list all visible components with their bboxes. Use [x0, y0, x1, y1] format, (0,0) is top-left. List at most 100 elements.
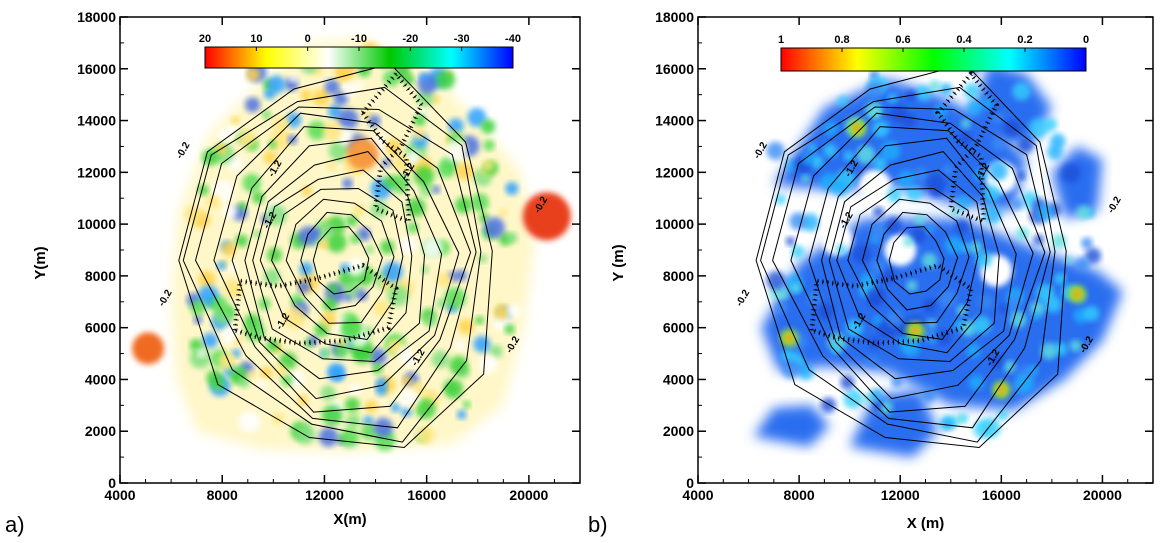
field-speckle: [197, 184, 209, 196]
field-speckle: [1028, 118, 1049, 138]
field-speckle: [365, 245, 375, 254]
field-speckle: [766, 141, 785, 160]
x-tick-label: 4000: [682, 487, 713, 503]
hotspot: [522, 192, 571, 241]
chart-svg: -0.2-1.2-1.2-1.2-1.2-0.2-1.2-0.2-0.220 10…: [5, 9, 581, 537]
field-speckle: [966, 343, 981, 358]
contour-line: [312, 226, 370, 295]
field-speckle: [921, 252, 938, 269]
colorbar-tick-label: 0: [1083, 34, 1089, 46]
field-speckle: [252, 191, 265, 204]
field-speckle: [926, 173, 946, 193]
x-tick-label: 20000: [509, 487, 548, 503]
colorbar-tick-label: 0.4: [956, 34, 972, 46]
y-tick-label: 6000: [85, 320, 116, 336]
x-tick-label: 8000: [784, 487, 815, 503]
field-speckle: [420, 265, 429, 274]
field-speckle: [238, 201, 247, 211]
colorbar-tick-label: 0.8: [834, 34, 849, 46]
field-speckle: [274, 364, 287, 377]
field-speckle: [872, 400, 882, 410]
field-speckle: [339, 428, 360, 448]
field-speckle: [217, 128, 231, 142]
depression-boundary: [361, 72, 423, 223]
contour-line: [194, 106, 477, 429]
field-speckle: [184, 205, 202, 223]
field-speckle: [843, 389, 863, 409]
field-speckle: [401, 375, 413, 387]
field-speckle: [314, 322, 329, 338]
field-speckle: [257, 379, 268, 389]
field-speckle: [340, 320, 362, 341]
field-speckle: [891, 376, 903, 388]
field-speckle: [318, 239, 329, 250]
field-speckle: [802, 153, 815, 166]
field-speckle: [416, 89, 434, 107]
field-speckle: [969, 375, 985, 391]
field-speckle: [498, 208, 508, 217]
y-tick-label: 10000: [77, 216, 116, 232]
field-speckle: [385, 139, 402, 156]
field-speckle: [483, 217, 505, 239]
field-speckle: [473, 335, 491, 353]
field-speckle: [456, 409, 467, 420]
y-tick-label: 12000: [655, 164, 694, 180]
field-speckle: [808, 144, 817, 153]
field-speckle: [936, 330, 953, 346]
heatmap-field: -0.2-1.2-1.2-1.2-1.2-0.2-1.2-0.2-0.2: [132, 37, 571, 452]
hotspot-core: [997, 385, 1006, 394]
y-tick-label: 16000: [655, 61, 694, 77]
field-speckle: [807, 291, 822, 306]
field-speckle: [1064, 256, 1073, 265]
contour-line: [888, 226, 945, 295]
contour-line: [790, 112, 1046, 413]
contour-line: [178, 63, 493, 449]
contour-line: [861, 198, 970, 324]
field-speckle: [868, 294, 880, 306]
field-speckle: [960, 118, 971, 129]
field-speckle: [364, 400, 378, 413]
field-speckle: [906, 280, 918, 292]
field-speckle: [898, 170, 915, 187]
field-speckle: [955, 219, 970, 234]
x-tick-label: 4000: [104, 487, 135, 503]
field-speckle: [840, 375, 855, 390]
colorbar-tick-label: -20: [402, 33, 418, 45]
field-speckle: [975, 251, 993, 268]
contour-line: [213, 112, 472, 413]
field-speckle: [902, 339, 920, 357]
y-tick-label: 14000: [77, 113, 116, 129]
field-speckle: [324, 79, 340, 95]
field-speckle: [342, 178, 353, 189]
field-speckle: [506, 232, 518, 244]
field-speckle: [321, 311, 337, 327]
field-speckle: [921, 387, 937, 403]
field-speckle: [1012, 82, 1031, 101]
field-speckle: [872, 120, 890, 138]
field-speckle: [246, 67, 261, 82]
field-speckle: [504, 324, 515, 335]
field-speckle: [323, 121, 343, 141]
field-speckle: [328, 140, 350, 162]
field-speckle: [462, 400, 471, 409]
colorbar-tick-label: -40: [505, 33, 521, 45]
contour-line: [828, 151, 1000, 363]
field-speckle: [413, 114, 426, 127]
field-speckle: [978, 295, 993, 310]
y-tick-label: 6000: [663, 320, 694, 336]
field-speckle: [1054, 342, 1068, 356]
field-speckle: [431, 185, 441, 194]
field-region: [753, 405, 830, 447]
colorbar-tick-label: 0.2: [1017, 34, 1032, 46]
field-speckle: [267, 247, 282, 263]
field-speckle: [1083, 305, 1100, 322]
field-speckle: [789, 212, 807, 230]
field-speckle: [1050, 133, 1066, 149]
panel-label: a): [5, 512, 25, 537]
field-speckle: [399, 236, 417, 254]
field-speckle: [436, 272, 452, 288]
hotspot-core: [911, 326, 920, 335]
field-speckle: [267, 75, 286, 94]
field-speckle: [307, 120, 327, 140]
field-speckle: [925, 226, 934, 235]
